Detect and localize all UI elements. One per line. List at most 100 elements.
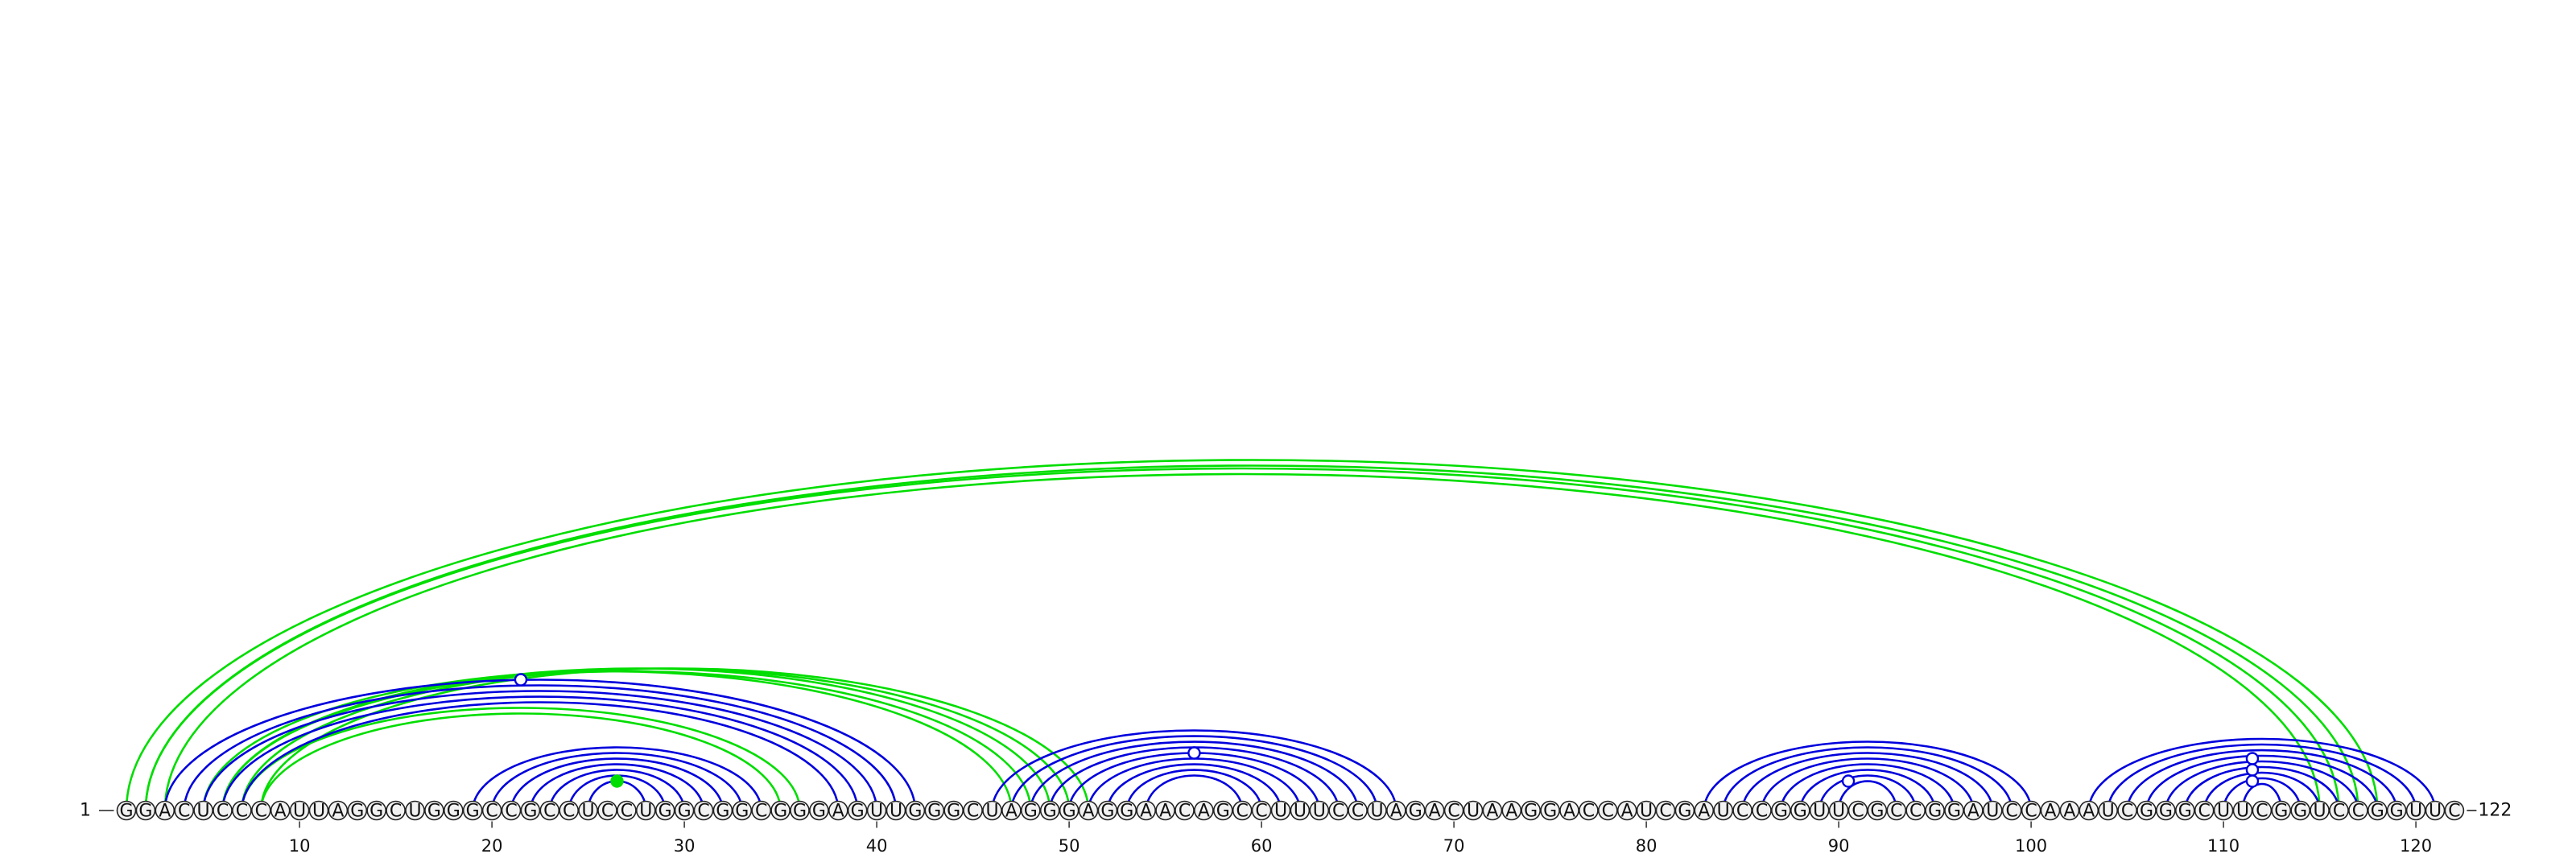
blue-arc-108-116	[2184, 765, 2340, 811]
end-label: 122	[2478, 801, 2512, 821]
nucleotide: G	[443, 800, 464, 822]
nucleotide: A	[2040, 800, 2061, 822]
nucleotide: C	[1579, 800, 1599, 822]
nucleotide-letter: G	[350, 802, 364, 822]
nucleotide-letter: G	[1870, 802, 1884, 822]
blue-arc-85-98	[1741, 752, 1994, 811]
nucleotide-letter: G	[1928, 802, 1942, 822]
nucleotide: U	[578, 800, 598, 822]
nucleotide-letter: C	[1736, 802, 1748, 822]
nucleotide-circle	[1367, 800, 1387, 821]
nucleotide: U	[2213, 800, 2234, 822]
nucleotide: C	[617, 800, 637, 822]
nucleotide-letter: C	[1255, 802, 1267, 822]
nucleotide: G	[1944, 800, 1964, 822]
nucleotide: U	[2425, 800, 2446, 822]
nucleotide-circle	[1078, 800, 1099, 821]
nucleotide-letter: G	[523, 802, 537, 822]
nucleotide-letter: A	[1198, 802, 1210, 822]
green-arc-1-118	[125, 459, 2379, 811]
nucleotide-circle	[501, 800, 522, 821]
nucleotide-letter: C	[755, 802, 767, 822]
nucleotide: C	[1655, 800, 1676, 822]
nucleotide-letter: C	[1852, 802, 1864, 822]
nucleotide-letter: U	[197, 802, 210, 822]
nucleotide-circle	[1232, 800, 1253, 821]
nucleotide-letter: G	[1216, 802, 1230, 822]
nucleotide-letter: C	[390, 802, 402, 822]
nucleotide-letter: G	[1063, 802, 1076, 822]
nucleotide-letter: A	[159, 802, 171, 822]
nucleotide-circle	[1328, 800, 1348, 821]
nucleotide-letter: C	[217, 802, 229, 822]
tick-label-50: 50	[1059, 836, 1080, 856]
blue-arc-19-34	[471, 746, 762, 811]
nucleotide-letter: U	[582, 802, 595, 822]
blue-arc-23-30	[548, 769, 686, 811]
nucleotide: C	[559, 800, 580, 822]
nucleotide-letter: G	[774, 802, 787, 822]
nucleotide-letter: U	[2217, 802, 2230, 822]
nucleotide: C	[2117, 800, 2137, 822]
green-arc-8-35	[260, 712, 782, 811]
nucleotide-letter: C	[1352, 802, 1364, 822]
sequence-end: 122	[2467, 801, 2512, 821]
nucleotide: A	[1559, 800, 1579, 822]
blue-arc-48-65	[1030, 740, 1359, 811]
nucleotide: A	[828, 800, 848, 822]
blue-arc-21-32	[510, 757, 724, 811]
nucleotide-circle	[1386, 800, 1406, 821]
nucleotide-circle	[155, 800, 175, 821]
nucleotide-letter: U	[1274, 802, 1287, 822]
nucleotide-letter: C	[1583, 802, 1595, 822]
nucleotide-circle	[2040, 800, 2061, 821]
nucleotide-letter: C	[178, 802, 190, 822]
nucleotide-circle	[2425, 800, 2446, 821]
nucleotide: A	[270, 800, 291, 822]
nucleotide-letter: A	[275, 802, 287, 822]
nucleotide: C	[539, 800, 560, 822]
open-marker-2	[1187, 746, 1201, 760]
marker-layer	[514, 673, 2260, 788]
nucleotide-letter: C	[1756, 802, 1768, 822]
nucleotide-circle	[1174, 800, 1195, 821]
nucleotide-circle	[2271, 800, 2292, 821]
open-marker-1	[514, 673, 528, 687]
nucleotide-circle	[1021, 800, 1041, 821]
nucleotide-circle	[1713, 800, 1733, 821]
blue-arc-105-119	[2126, 749, 2398, 811]
blue-arc-6-39	[221, 695, 859, 811]
nucleotide: U	[1309, 800, 1330, 822]
nucleotide: A	[1001, 800, 1022, 822]
nucleotide: A	[328, 800, 349, 822]
nucleotide-letter: U	[312, 802, 325, 822]
nucleotide-circle	[250, 800, 271, 821]
nucleotide: U	[982, 800, 1002, 822]
nucleotide-letter: C	[1332, 802, 1344, 822]
blue-arc-111-113	[2241, 782, 2283, 811]
nucleotide: G	[1521, 800, 1541, 822]
nucleotide-letter: G	[2140, 802, 2153, 822]
nucleotide-letter: C	[697, 802, 709, 822]
nucleotide: U	[1713, 800, 1733, 822]
nucleotide-letter: G	[1678, 802, 1691, 822]
nucleotide-circle	[405, 800, 425, 821]
nucleotide-letter: C	[1236, 802, 1249, 822]
nucleotide-letter: C	[1602, 802, 1614, 822]
nucleotide: A	[1155, 800, 1175, 822]
blue-arc-90-93	[1837, 780, 1898, 811]
nucleotide-letter: C	[255, 802, 267, 822]
blue-arc-87-96	[1780, 763, 1955, 811]
nucleotide-letter: U	[870, 802, 883, 822]
open-marker-6	[2245, 774, 2260, 788]
nucleotide-circle	[135, 800, 156, 821]
nucleotide: G	[770, 800, 791, 822]
nucleotide-circle	[1097, 800, 1118, 821]
nucleotide-letter: U	[1640, 802, 1653, 822]
nucleotide-letter: C	[485, 802, 497, 822]
nucleotide-circle	[617, 800, 637, 821]
nucleotide: C	[2348, 800, 2368, 822]
nucleotide-letter: A	[332, 802, 344, 822]
nucleotide-letter: G	[466, 802, 480, 822]
tick-label-80: 80	[1636, 836, 1657, 856]
